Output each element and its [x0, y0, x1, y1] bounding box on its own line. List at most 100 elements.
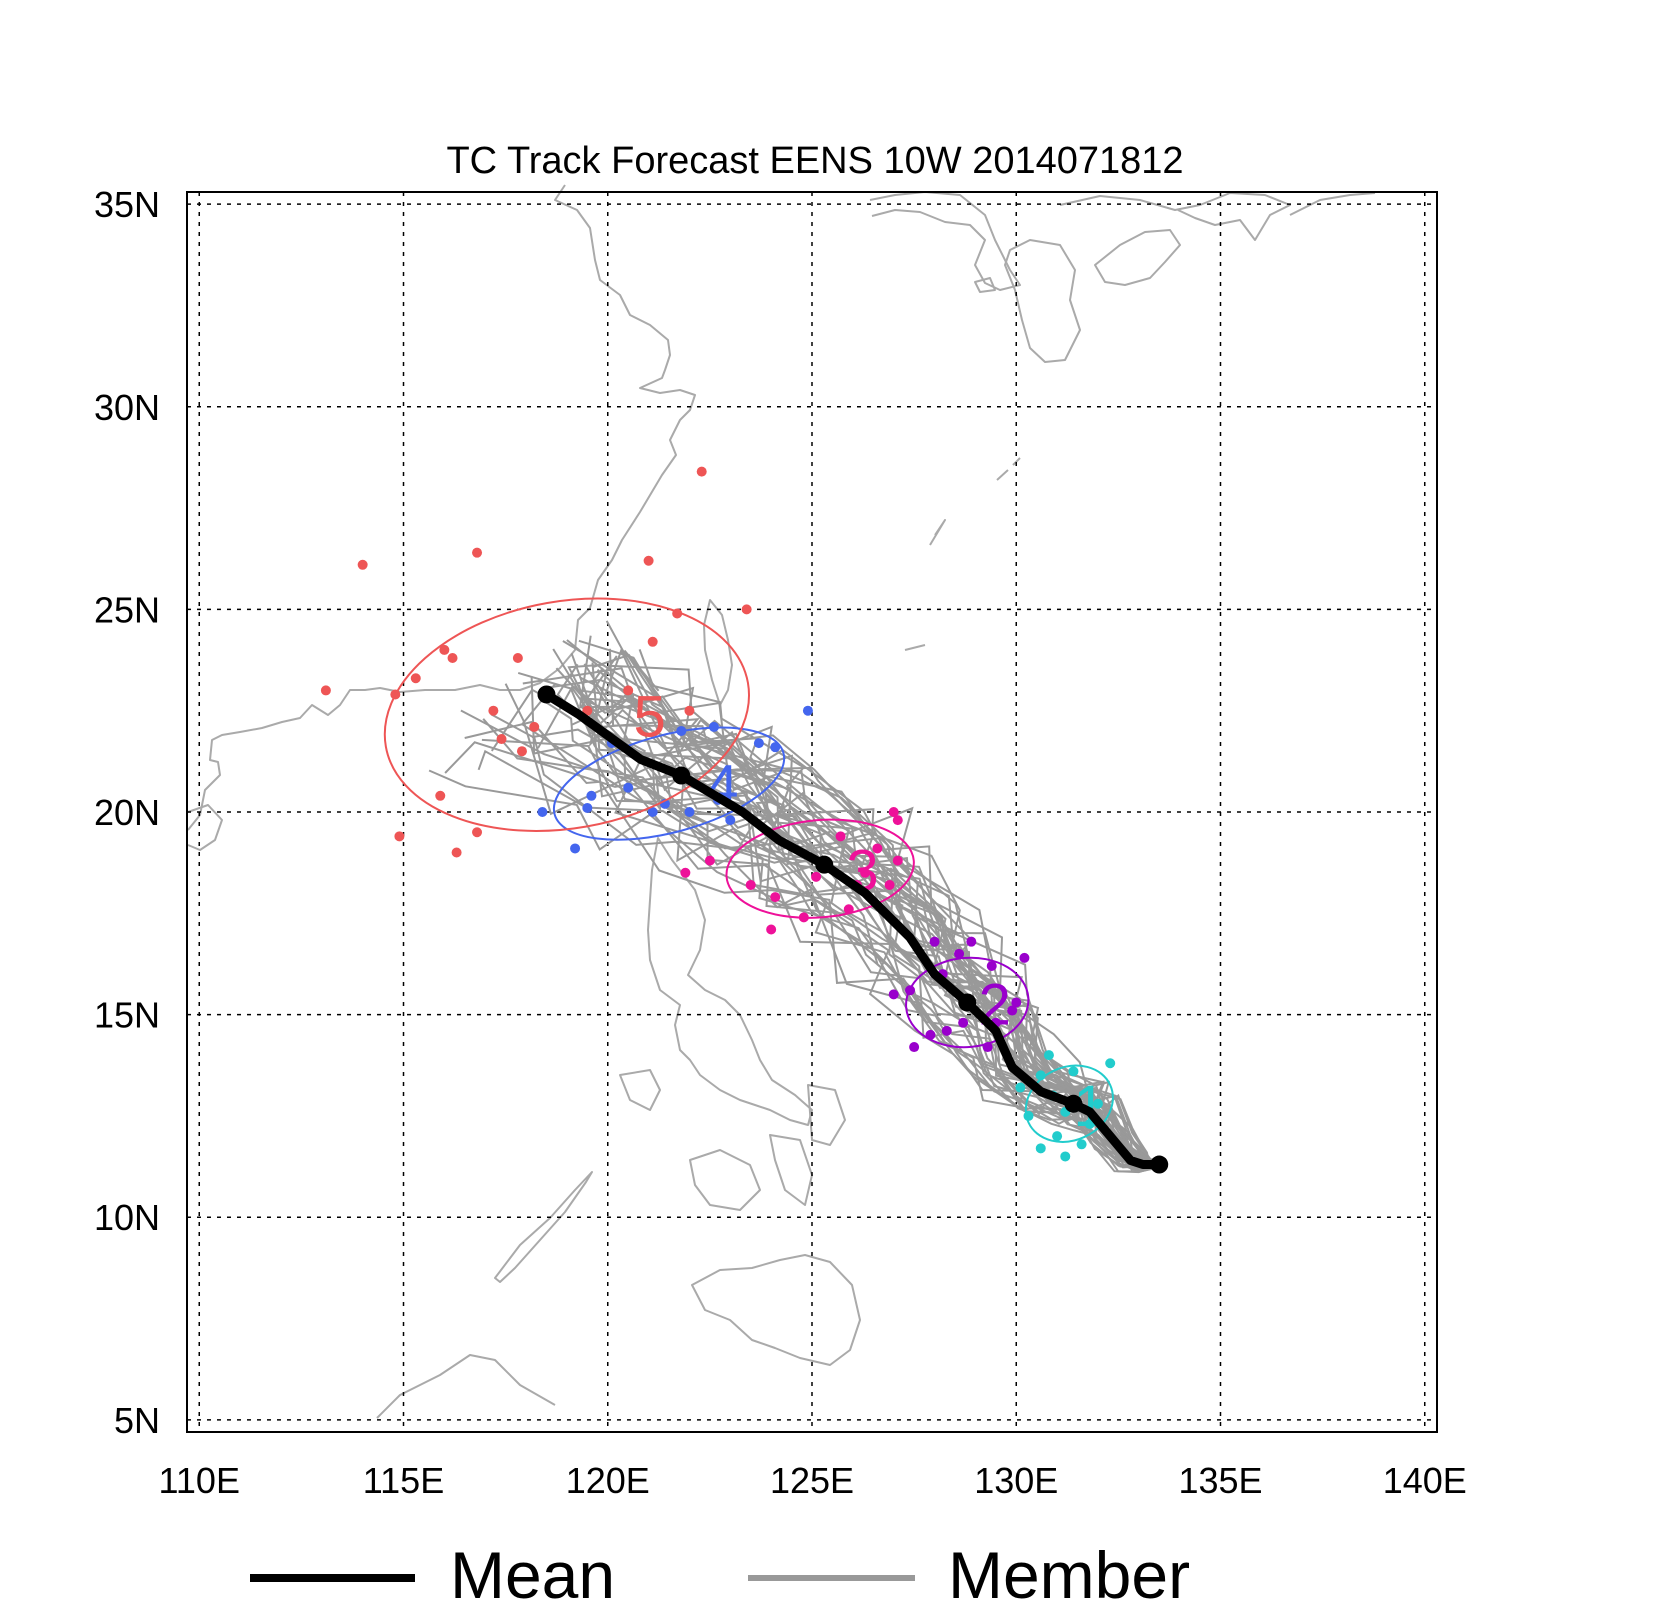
coastline-taiwan [703, 599, 733, 706]
forecast-point [986, 960, 997, 971]
coastline-luzon [647, 837, 813, 1126]
forecast-day-label: 5 [633, 685, 665, 750]
forecast-point [1105, 1058, 1116, 1069]
forecast-point [843, 904, 854, 915]
forecast-point [766, 924, 777, 935]
x-tick-label: 140E [1383, 1460, 1467, 1501]
forecast-point [1092, 1098, 1103, 1109]
member-track [623, 649, 1164, 1164]
forecast-point [745, 879, 756, 890]
forecast-point [741, 604, 752, 615]
forecast-point [684, 705, 695, 716]
legend: Mean Member [250, 1538, 1190, 1600]
forecast-point [447, 653, 458, 664]
uncertainty-ellipse [383, 597, 751, 832]
mean-track-point [537, 685, 556, 704]
member-track [580, 697, 1160, 1168]
uncertainty-ellipse [1024, 1064, 1114, 1143]
coastline-ryukyu [904, 457, 1021, 651]
coastline-mindoro [619, 1069, 661, 1111]
forecast-point [802, 705, 813, 716]
forecast-point [1052, 1131, 1063, 1142]
coastline-china [187, 184, 696, 831]
forecast-point [623, 685, 634, 696]
uncertainty-ellipse [905, 956, 1030, 1049]
forecast-point [684, 807, 695, 817]
forecast-point [516, 746, 527, 757]
x-tick-label: 110E [159, 1460, 240, 1501]
forecast-point [582, 705, 593, 716]
coastline-jeju [974, 277, 996, 293]
coastline-map [187, 184, 1376, 1419]
mean-track-point [815, 855, 834, 874]
x-tick-label: 125E [770, 1460, 854, 1501]
forecast-point [623, 782, 634, 793]
forecast-point [451, 847, 462, 858]
x-tick-label: 120E [566, 1460, 650, 1501]
coastline-visayas-1 [689, 1149, 761, 1211]
member-track [604, 647, 1161, 1164]
legend-member-label: Member [948, 1538, 1190, 1600]
y-tick-label: 25N [94, 589, 160, 630]
x-axis-ticks: 110E 115E 120E 125E 130E 135E 140E [159, 1460, 1467, 1501]
forecast-point [811, 871, 822, 882]
coastline-shikoku [1094, 229, 1181, 286]
forecast-point [357, 559, 368, 570]
forecast-point [872, 843, 883, 854]
forecast-point [570, 843, 581, 854]
forecast-point [1011, 997, 1022, 1008]
forecast-point [529, 721, 540, 732]
forecast-point [1060, 1151, 1071, 1162]
forecast-point [1015, 1082, 1026, 1093]
coastline-kyushu [1004, 239, 1081, 363]
forecast-point [958, 1017, 969, 1028]
x-tick-label: 130E [974, 1460, 1058, 1501]
coastline-borneo [376, 1354, 556, 1419]
forecast-point [320, 685, 331, 696]
forecast-point [512, 653, 523, 664]
mean-track-point [1150, 1155, 1169, 1174]
coastline-honshu-east [1289, 192, 1376, 216]
coastline-korea [869, 191, 1021, 291]
member-track [428, 769, 1155, 1168]
uncertainty-ellipse [725, 818, 915, 919]
forecast-point [496, 734, 507, 745]
member-track [579, 676, 1162, 1164]
coastline-samar [807, 1084, 846, 1146]
forecast-point [696, 466, 707, 477]
forecast-point [884, 879, 895, 890]
forecast-point [394, 831, 405, 842]
x-tick-label: 135E [1178, 1460, 1262, 1501]
coastline-hainan [187, 804, 223, 851]
forecast-point [892, 815, 903, 826]
y-tick-label: 5N [114, 1400, 160, 1441]
mean-track-point [958, 993, 977, 1012]
forecast-point [647, 807, 658, 817]
mean-track-line [542, 690, 1164, 1169]
forecast-point [537, 807, 548, 817]
y-tick-label: 30N [94, 387, 160, 428]
forecast-point [1076, 1139, 1087, 1150]
forecast-point [1035, 1143, 1046, 1154]
y-tick-label: 15N [94, 995, 160, 1036]
legend-mean-label: Mean [450, 1538, 615, 1600]
forecast-point [1043, 1050, 1054, 1061]
mean-track-point [672, 766, 691, 785]
forecast-point [472, 827, 483, 838]
y-axis-ticks: 5N 10N 15N 20N 25N 30N 35N [94, 184, 160, 1441]
mean-track [537, 685, 1169, 1174]
forecast-point [1007, 1005, 1018, 1016]
forecast-point [647, 636, 658, 647]
plot-frame [186, 191, 1438, 1433]
forecast-point [909, 1042, 920, 1053]
forecast-point [941, 1025, 952, 1036]
forecast-point [888, 807, 899, 817]
forecast-point [954, 948, 965, 959]
member-track [641, 686, 1165, 1166]
forecast-point [410, 673, 421, 684]
forecast-point [892, 855, 903, 866]
forecast-point [435, 790, 446, 801]
forecast-point [439, 644, 450, 655]
member-tracks [428, 620, 1165, 1174]
